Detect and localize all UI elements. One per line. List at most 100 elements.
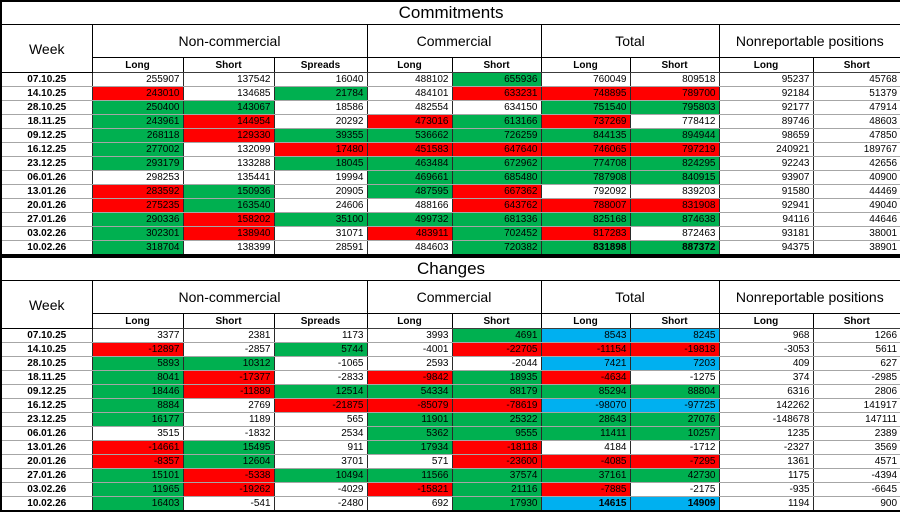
table-row: 23.12.25 293179 133288 18045 463484 672962 774…: [0, 156, 900, 171]
value-cell: 17930: [451, 496, 542, 512]
value-cell: 39355: [273, 128, 368, 143]
value-cell: -935: [718, 482, 814, 497]
value-cell: -4001: [366, 342, 453, 357]
week-cell: 20.01.26: [0, 454, 93, 469]
subheader-nc-short: Short: [182, 313, 275, 329]
value-cell: 3701: [273, 454, 368, 469]
value-cell: 1173: [273, 328, 368, 343]
value-cell: -85079: [366, 398, 453, 413]
value-cell: -21875: [273, 398, 368, 413]
value-cell: 17480: [273, 142, 368, 157]
value-cell: 243961: [91, 114, 184, 129]
subheader-nc-spreads: Spreads: [273, 313, 368, 329]
group-header-commercial: Commercial: [366, 280, 542, 314]
value-cell: -12897: [91, 342, 184, 357]
week-cell: 14.10.25: [0, 86, 93, 101]
value-cell: 2389: [812, 426, 900, 441]
value-cell: 499732: [366, 212, 453, 227]
table-row: 27.01.26 15101 -5338 10494 11566 37574 37161 42…: [0, 468, 900, 483]
table-row: 06.01.26 298253 135441 19994 469661 685480 787…: [0, 170, 900, 185]
value-cell: -7885: [540, 482, 631, 497]
value-cell: 94116: [718, 212, 814, 227]
week-cell: 06.01.26: [0, 170, 93, 185]
value-cell: 11566: [366, 468, 453, 483]
value-cell: 409: [718, 356, 814, 371]
value-cell: 28591: [273, 240, 368, 256]
value-cell: -78619: [451, 398, 542, 413]
value-cell: 318704: [91, 240, 184, 256]
value-cell: 47850: [812, 128, 900, 143]
value-cell: 751540: [540, 100, 631, 115]
subheader-nr-long: Long: [718, 57, 814, 73]
value-cell: 3377: [91, 328, 184, 343]
subheader-comm-short: Short: [451, 57, 542, 73]
value-cell: 16040: [273, 72, 368, 87]
value-cell: 94375: [718, 240, 814, 256]
value-cell: 19994: [273, 170, 368, 185]
value-cell: 11965: [91, 482, 184, 497]
value-cell: 874638: [629, 212, 720, 227]
value-cell: 18586: [273, 100, 368, 115]
value-cell: 14615: [540, 496, 631, 512]
section-title-changes: Changes: [1, 257, 900, 281]
value-cell: -6645: [812, 482, 900, 497]
value-cell: -17377: [182, 370, 275, 385]
value-cell: 298253: [91, 170, 184, 185]
subheader-comm-short: Short: [451, 313, 542, 329]
group-header-commercial: Commercial: [366, 24, 542, 58]
value-cell: 797219: [629, 142, 720, 157]
week-cell: 18.11.25: [0, 114, 93, 129]
value-cell: 778412: [629, 114, 720, 129]
value-cell: 129330: [182, 128, 275, 143]
value-cell: 21116: [451, 482, 542, 497]
value-cell: -5338: [182, 468, 275, 483]
value-cell: 92184: [718, 86, 814, 101]
value-cell: -2857: [182, 342, 275, 357]
value-cell: 133288: [182, 156, 275, 171]
value-cell: 795803: [629, 100, 720, 115]
value-cell: 12514: [273, 384, 368, 399]
value-cell: 774708: [540, 156, 631, 171]
value-cell: -22705: [451, 342, 542, 357]
table-row: 16.12.25 8884 2769 -21875 -85079 -78619 -98070…: [0, 398, 900, 413]
value-cell: -97725: [629, 398, 720, 413]
value-cell: 268118: [91, 128, 184, 143]
week-cell: 06.01.26: [0, 426, 93, 441]
table-row: 20.01.26 275235 163540 24606 488166 643762 788…: [0, 198, 900, 213]
value-cell: -9842: [366, 370, 453, 385]
value-cell: 255907: [91, 72, 184, 87]
week-cell: 13.01.26: [0, 184, 93, 199]
value-cell: 93181: [718, 226, 814, 241]
value-cell: 37161: [540, 468, 631, 483]
value-cell: 817283: [540, 226, 631, 241]
value-cell: 4184: [540, 440, 631, 455]
value-cell: 47914: [812, 100, 900, 115]
value-cell: -2480: [273, 496, 368, 512]
value-cell: 31071: [273, 226, 368, 241]
table-row: 10.02.26 318704 138399 28591 484603 720382 831…: [0, 240, 900, 256]
value-cell: 137542: [182, 72, 275, 87]
value-cell: 142262: [718, 398, 814, 413]
subheader-nc-long: Long: [91, 57, 184, 73]
value-cell: 95237: [718, 72, 814, 87]
value-cell: 760049: [540, 72, 631, 87]
value-cell: 49040: [812, 198, 900, 213]
value-cell: 42656: [812, 156, 900, 171]
week-cell: 07.10.25: [0, 72, 93, 87]
value-cell: 634150: [451, 100, 542, 115]
value-cell: 16403: [91, 496, 184, 512]
value-cell: 702452: [451, 226, 542, 241]
table-row: 03.02.26 11965 -19262 -4029 -15821 21116 -7885…: [0, 482, 900, 497]
subheader-comm-long: Long: [366, 57, 453, 73]
subheader-nc-short: Short: [182, 57, 275, 73]
value-cell: 18446: [91, 384, 184, 399]
subheader-nr-long: Long: [718, 313, 814, 329]
value-cell: 571: [366, 454, 453, 469]
value-cell: 250400: [91, 100, 184, 115]
value-cell: 44646: [812, 212, 900, 227]
value-cell: 144954: [182, 114, 275, 129]
value-cell: 1361: [718, 454, 814, 469]
value-cell: 737269: [540, 114, 631, 129]
value-cell: 18045: [273, 156, 368, 171]
value-cell: 38901: [812, 240, 900, 256]
